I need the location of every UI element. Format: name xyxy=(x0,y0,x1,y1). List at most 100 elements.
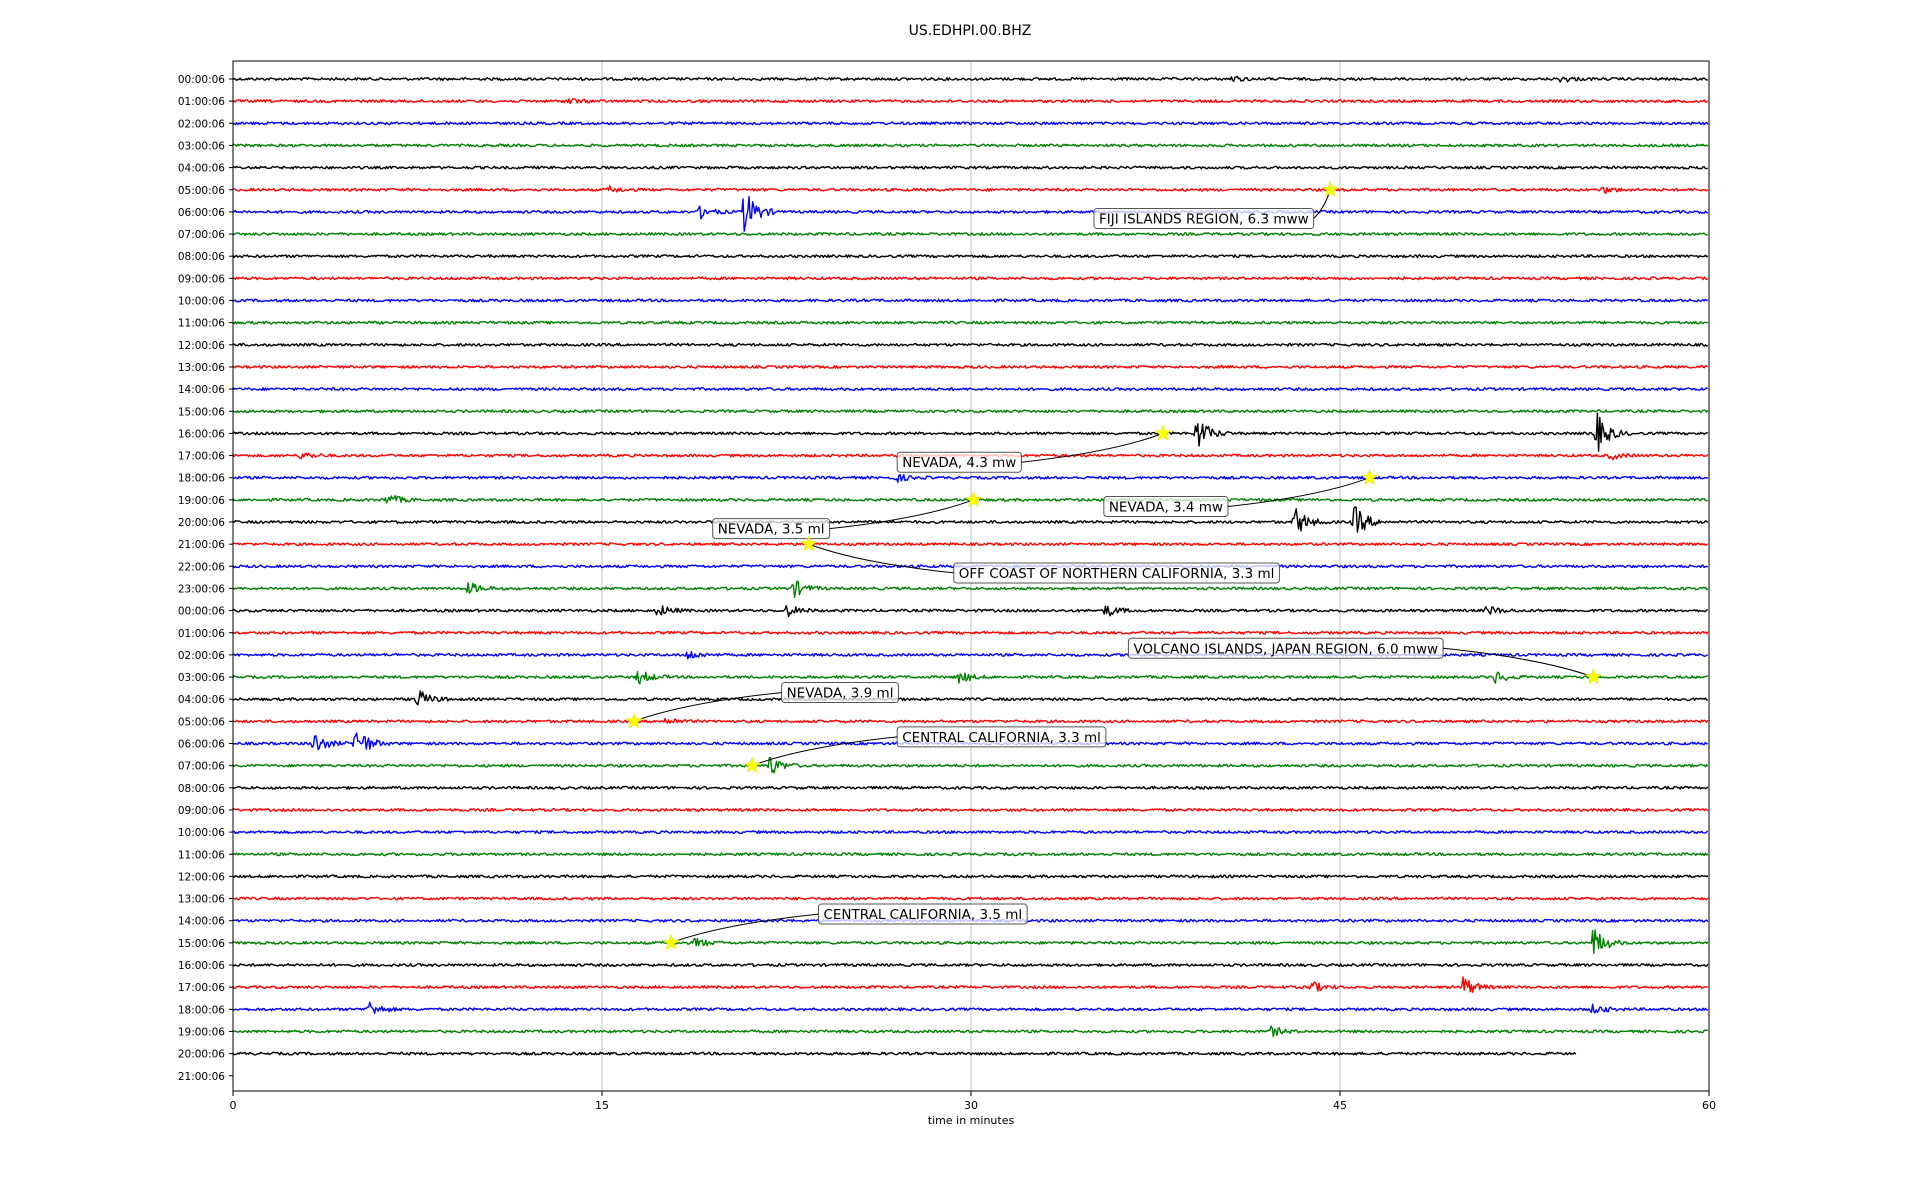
x-tick-label: 45 xyxy=(1333,1099,1347,1112)
event-annotation: CENTRAL CALIFORNIA, 3.5 ml xyxy=(662,903,1028,950)
seismic-trace-row xyxy=(232,976,1709,993)
y-tick-label: 20:00:06 xyxy=(178,1049,225,1061)
y-tick-label: 01:00:06 xyxy=(178,96,225,108)
y-tick-label: 15:00:06 xyxy=(178,406,225,418)
seismic-trace-row xyxy=(232,929,1709,955)
event-annotation: NEVADA, 3.5 ml xyxy=(712,490,982,540)
seismic-trace-row xyxy=(232,276,1709,281)
y-tick-label: 11:00:06 xyxy=(178,318,225,330)
seismic-trace-row xyxy=(232,506,1709,533)
event-connector xyxy=(1443,647,1594,678)
event-star-marker xyxy=(1154,424,1172,441)
y-tick-labels: 00:00:06 01:00:06 02:00:06 03:00:06 04:00:06… xyxy=(178,74,233,1083)
event-star-marker xyxy=(1321,180,1339,197)
seismic-trace-row xyxy=(232,298,1709,303)
event-annotations: FIJI ISLANDS REGION, 6.3 mww NEVADA, 4.3 … xyxy=(625,180,1602,950)
event-annotation: NEVADA, 3.4 mw xyxy=(1103,468,1378,517)
seismic-trace-row xyxy=(232,852,1709,857)
seismic-trace-row xyxy=(232,630,1709,635)
event-star-marker xyxy=(800,535,817,552)
y-tick-label: 22:00:06 xyxy=(178,561,225,573)
event-annotation: VOLCANO ISLANDS, JAPAN REGION, 6.0 mww xyxy=(1127,637,1602,685)
y-tick-label: 17:00:06 xyxy=(178,451,225,463)
event-connector xyxy=(751,736,898,767)
seismic-trace-row xyxy=(232,75,1709,83)
event-label: CENTRAL CALIFORNIA, 3.5 ml xyxy=(823,907,1022,923)
event-connector xyxy=(633,692,782,722)
event-annotation: NEVADA, 3.9 ml xyxy=(625,682,899,729)
seismic-trace-row xyxy=(232,412,1709,452)
y-tick-label: 18:00:06 xyxy=(178,473,225,485)
chart-title: US.EDHPI.00.BHZ xyxy=(909,23,1032,39)
y-tick-label: 03:00:06 xyxy=(178,140,225,152)
event-connector xyxy=(808,543,954,574)
y-tick-label: 17:00:06 xyxy=(178,982,225,994)
seismic-trace-row xyxy=(232,963,1709,967)
event-label-box xyxy=(712,518,831,540)
y-tick-label: 15:00:06 xyxy=(178,938,225,950)
seismic-trace-row xyxy=(232,195,1709,232)
y-tick-label: 13:00:06 xyxy=(178,362,225,374)
y-tick-label: 08:00:06 xyxy=(178,783,225,795)
event-connector xyxy=(1227,477,1370,507)
x-tick-label: 60 xyxy=(1702,1099,1716,1112)
y-tick-label: 06:00:06 xyxy=(178,739,225,751)
y-tick-label: 13:00:06 xyxy=(178,894,225,906)
event-label: NEVADA, 3.4 mw xyxy=(1109,499,1223,515)
event-star-marker xyxy=(662,933,680,950)
y-tick-label: 19:00:06 xyxy=(178,495,225,507)
event-star-marker xyxy=(965,490,982,507)
seismic-trace-row xyxy=(232,474,1709,483)
y-tick-label: 09:00:06 xyxy=(178,805,225,817)
x-axis-label: time in minutes xyxy=(928,1114,1015,1127)
y-tick-label: 06:00:06 xyxy=(178,207,225,219)
seismic-trace-row xyxy=(232,650,1709,660)
seismic-trace-row xyxy=(232,165,1709,170)
seismic-trace-row xyxy=(232,785,1709,790)
y-tick-label: 16:00:06 xyxy=(178,428,225,440)
y-tick-label: 02:00:06 xyxy=(178,650,225,662)
y-tick-label: 18:00:06 xyxy=(178,1004,225,1016)
x-tick-label: 30 xyxy=(964,1099,978,1112)
seismic-trace-row xyxy=(232,580,1709,598)
y-tick-label: 04:00:06 xyxy=(178,163,225,175)
event-label: CENTRAL CALIFORNIA, 3.3 ml xyxy=(902,730,1101,746)
seismic-trace-row xyxy=(232,365,1708,369)
seismic-trace-row xyxy=(232,690,1708,706)
seismic-traces xyxy=(232,75,1709,1056)
event-label: NEVADA, 4.3 mw xyxy=(902,455,1016,471)
y-tick-label: 00:00:06 xyxy=(178,74,225,86)
y-tick-label: 00:00:06 xyxy=(178,606,225,618)
seismic-trace-row xyxy=(232,254,1709,259)
plot-frame xyxy=(232,60,1710,1092)
event-label: FIJI ISLANDS REGION, 6.3 mww xyxy=(1099,212,1309,228)
y-tick-label: 01:00:06 xyxy=(178,628,225,640)
x-tick-label: 0 xyxy=(230,1099,237,1112)
event-label: NEVADA, 3.5 ml xyxy=(718,522,825,538)
y-tick-label: 21:00:06 xyxy=(178,539,225,551)
seismic-trace-row xyxy=(232,320,1709,325)
y-tick-label: 02:00:06 xyxy=(178,118,225,130)
seismic-trace-row xyxy=(232,605,1709,618)
event-connector xyxy=(1021,432,1164,463)
seismic-trace-row xyxy=(232,896,1709,901)
seismic-trace-row xyxy=(232,98,1709,105)
seismic-trace-row xyxy=(232,717,1709,724)
y-tick-label: 05:00:06 xyxy=(178,185,225,197)
event-star-marker xyxy=(1361,468,1378,485)
event-label-box xyxy=(1093,208,1315,230)
seismic-trace-row xyxy=(232,409,1709,414)
event-annotation: OFF COAST OF NORTHERN CALIFORNIA, 3.3 ml xyxy=(800,535,1280,584)
y-tick-label: 12:00:06 xyxy=(178,340,225,352)
event-label-box xyxy=(1127,637,1444,659)
event-label-box xyxy=(896,726,1107,748)
y-tick-label: 16:00:06 xyxy=(178,960,225,972)
y-tick-label: 11:00:06 xyxy=(178,849,225,861)
event-star-marker xyxy=(625,712,643,729)
y-tick-label: 14:00:06 xyxy=(178,384,225,396)
y-tick-label: 10:00:06 xyxy=(178,827,225,839)
seismic-trace-row xyxy=(232,1025,1708,1038)
seismic-trace-row xyxy=(232,232,1708,236)
